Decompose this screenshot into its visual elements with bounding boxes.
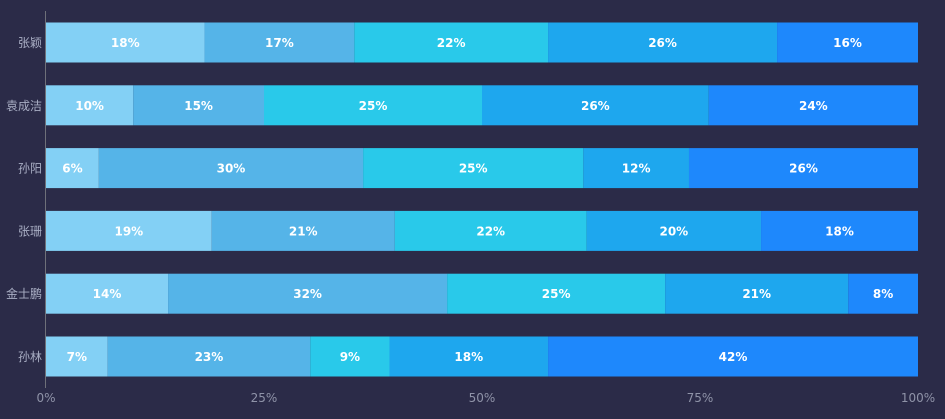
- bar-segment[interactable]: [586, 210, 762, 251]
- data-label: 26%: [581, 99, 610, 113]
- data-label: 8%: [873, 287, 893, 301]
- bar-segment[interactable]: [548, 22, 778, 63]
- bar-segment[interactable]: [394, 210, 587, 251]
- data-label: 25%: [359, 99, 388, 113]
- bar-segment[interactable]: [354, 22, 549, 63]
- bar-segment[interactable]: [46, 273, 169, 314]
- data-label: 6%: [62, 162, 82, 176]
- data-label: 32%: [293, 287, 322, 301]
- category-label: 孙林: [18, 350, 42, 364]
- bar-segment[interactable]: [548, 336, 918, 377]
- bar-segment[interactable]: [211, 210, 395, 251]
- bar-segment[interactable]: [389, 336, 549, 377]
- data-label: 16%: [833, 36, 862, 50]
- bar-segment[interactable]: [264, 85, 482, 126]
- category-label: 张珊: [18, 224, 42, 238]
- bar-layer: [46, 22, 918, 377]
- bar-segment[interactable]: [708, 85, 918, 126]
- bar-segment[interactable]: [168, 273, 448, 314]
- x-tick-label: 0%: [36, 391, 55, 405]
- data-label: 21%: [742, 287, 771, 301]
- x-tick-label: 25%: [251, 391, 278, 405]
- data-label: 10%: [75, 99, 104, 113]
- data-label: 9%: [340, 350, 360, 364]
- bar-segment[interactable]: [665, 273, 849, 314]
- bar-segment[interactable]: [133, 85, 264, 126]
- bar-segment[interactable]: [482, 85, 709, 126]
- data-label: 26%: [789, 162, 818, 176]
- bar-segment[interactable]: [46, 336, 108, 377]
- bar-segment[interactable]: [46, 148, 99, 189]
- bar-segment[interactable]: [363, 148, 584, 189]
- bar-segment[interactable]: [107, 336, 311, 377]
- data-label: 17%: [265, 36, 294, 50]
- bar-segment[interactable]: [761, 210, 918, 251]
- bar-segment[interactable]: [46, 85, 134, 126]
- category-label: 袁成洁: [6, 99, 42, 113]
- bar-segment[interactable]: [688, 148, 918, 189]
- data-label: 22%: [476, 224, 505, 238]
- bar-segment[interactable]: [98, 148, 364, 189]
- data-label: 7%: [67, 350, 87, 364]
- data-label-layer: 18% 17% 22% 26% 16% 10% 15% 25% 26% 24% 6% 30% 25% 12…: [62, 36, 893, 364]
- bar-segment[interactable]: [46, 210, 212, 251]
- bar-segment[interactable]: [46, 22, 205, 63]
- x-tick-label: 100%: [901, 391, 935, 405]
- data-label: 14%: [93, 287, 122, 301]
- data-label: 22%: [437, 36, 466, 50]
- data-label: 23%: [195, 350, 224, 364]
- category-label: 孙阳: [18, 162, 42, 176]
- x-tick-label: 75%: [687, 391, 714, 405]
- data-label: 18%: [454, 350, 483, 364]
- bar-segment[interactable]: [848, 273, 918, 314]
- bar-segment[interactable]: [777, 22, 918, 63]
- bar-segment[interactable]: [583, 148, 689, 189]
- bar-segment[interactable]: [310, 336, 390, 377]
- data-label: 18%: [825, 224, 854, 238]
- data-label: 30%: [217, 162, 246, 176]
- data-label: 15%: [184, 99, 213, 113]
- category-label: 金士鹏: [6, 286, 42, 301]
- category-label: 张颖: [18, 36, 42, 50]
- data-label: 12%: [622, 162, 651, 176]
- data-label: 25%: [542, 287, 571, 301]
- data-label: 19%: [114, 224, 143, 238]
- data-label: 42%: [719, 350, 748, 364]
- bar-segment[interactable]: [204, 22, 355, 63]
- data-label: 21%: [289, 224, 318, 238]
- data-label: 24%: [799, 99, 828, 113]
- x-tick-label: 50%: [469, 391, 496, 405]
- data-label: 25%: [459, 162, 488, 176]
- data-label: 18%: [111, 36, 140, 50]
- data-label: 26%: [648, 36, 677, 50]
- data-label: 20%: [659, 224, 688, 238]
- bar-segment[interactable]: [447, 273, 666, 314]
